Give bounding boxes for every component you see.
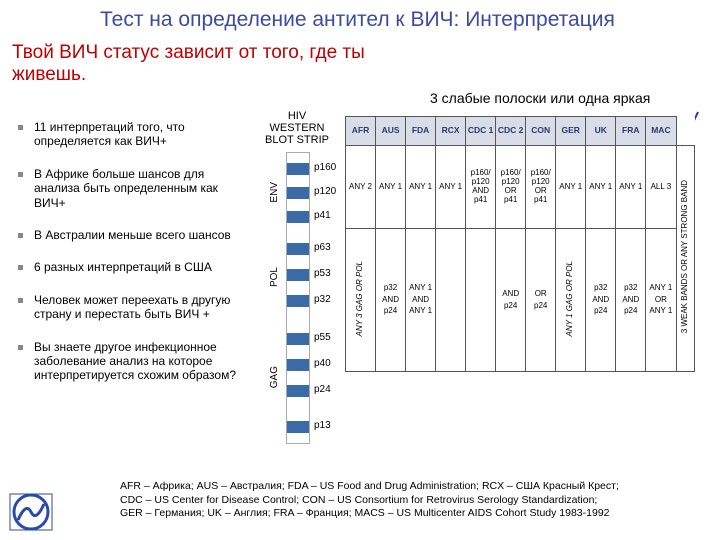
col-header: FDA — [406, 117, 436, 146]
logo — [8, 492, 54, 532]
band-label: p40 — [314, 358, 331, 369]
band-label: p41 — [314, 210, 331, 221]
criteria-cell: p32ANDp24 — [586, 229, 616, 372]
footer-legend: AFR – Африка; AUS – Австралия; FDA – US … — [120, 480, 680, 521]
criteria-cell: ANY 1 — [556, 146, 586, 229]
criteria-cell: ANY 3 GAG OR POL — [346, 229, 376, 372]
band-label: p63 — [314, 242, 331, 253]
bullet-item: Вы знаете другое инфекционное заболевани… — [22, 340, 252, 383]
criteria-cell: ANY 2 — [346, 146, 376, 229]
criteria-cell: p160/ p120 OR p41 — [526, 146, 556, 229]
col-header: RCX — [436, 117, 466, 146]
interpretation-table: AFRAUSFDARCXCDC 1CDC 2CONGERUKFRAMAC ANY… — [345, 116, 695, 372]
criteria-cell: p160/ p120 OR p41 — [496, 146, 526, 229]
criteria-cell: p32ANDp24 — [376, 229, 406, 372]
criteria-cell: ORp24 — [526, 229, 556, 372]
band-p24 — [287, 385, 309, 397]
band-p53 — [287, 269, 309, 281]
criteria-cell: ANY 1 — [616, 146, 646, 229]
criteria-cell: ANDp24 — [496, 229, 526, 372]
criteria-cell: ANY 1ORANY 1 — [646, 229, 676, 372]
band-label: p160 — [314, 162, 336, 173]
band-p55 — [287, 333, 309, 345]
col-header: GER — [556, 117, 586, 146]
bullet-item: 6 разных интерпретаций в США — [22, 260, 252, 274]
main-title: Тест на определение антител к ВИЧ: Интер… — [100, 8, 615, 32]
criteria-cell: ANY 1 — [406, 146, 436, 229]
strip-groups: ENV POL GAG — [262, 152, 286, 444]
band-p160 — [287, 163, 309, 175]
col-header: MAC — [646, 117, 676, 146]
criteria-cell — [466, 229, 496, 372]
band-label: p53 — [314, 268, 331, 279]
criteria-cell: ALL 3 — [646, 146, 676, 229]
right-note: 3 слабые полоски или одна яркая — [430, 90, 650, 106]
band-p41 — [287, 211, 309, 223]
strip-title: HIV WESTERN BLOT STRIP — [262, 110, 332, 146]
subtitle: Твой ВИЧ статус зависит от того, где ты … — [12, 42, 432, 86]
col-header: FRA — [616, 117, 646, 146]
band-label: p120 — [314, 186, 336, 197]
col-header: UK — [586, 117, 616, 146]
band-p63 — [287, 243, 309, 255]
criteria-cell: ANY 1ANDANY 1 — [406, 229, 436, 372]
criteria-cell: ANY 1 — [376, 146, 406, 229]
band-label: p55 — [314, 332, 331, 343]
band-p120 — [287, 187, 309, 199]
strip-band-labels: p160 p120 p41 p63 p53 p32 p55 p40 p24 p13 — [310, 152, 340, 444]
bullet-item: В Австралии меньше всего шансов — [22, 228, 252, 242]
col-header: AFR — [346, 117, 376, 146]
criteria-cell: ANY 1 — [436, 146, 466, 229]
strip-column — [286, 152, 310, 444]
band-p40 — [287, 359, 309, 371]
criteria-cell: ANY 1 — [586, 146, 616, 229]
criteria-cell — [436, 229, 466, 372]
bullet-item: 11 интерпретаций того, что определяется … — [22, 120, 252, 149]
col-header: AUS — [376, 117, 406, 146]
col-header: CDC 1 — [466, 117, 496, 146]
band-label: p13 — [314, 420, 331, 431]
bullet-item: В Африке больше шансов для анализа быть … — [22, 167, 252, 210]
criteria-cell: ANY 1 GAG OR POL — [556, 229, 586, 372]
side-criteria-far-right: 3 WEAK BANDS OR ANY STRONG BAND — [676, 146, 695, 372]
col-header: CDC 2 — [496, 117, 526, 146]
band-p32 — [287, 295, 309, 307]
band-label: p32 — [314, 294, 331, 305]
band-label: p24 — [314, 384, 331, 395]
criteria-cell: p32ANDp24 — [616, 229, 646, 372]
western-blot-strip: HIV WESTERN BLOT STRIP ENV POL GAG p160p… — [262, 110, 340, 444]
band-p13 — [287, 421, 309, 433]
bullet-item: Человек может переехать в другую страну … — [22, 293, 252, 322]
bullet-list: 11 интерпретаций того, что определяется … — [22, 120, 252, 401]
criteria-cell: p160/ p120 AND p41 — [466, 146, 496, 229]
col-header: CON — [526, 117, 556, 146]
